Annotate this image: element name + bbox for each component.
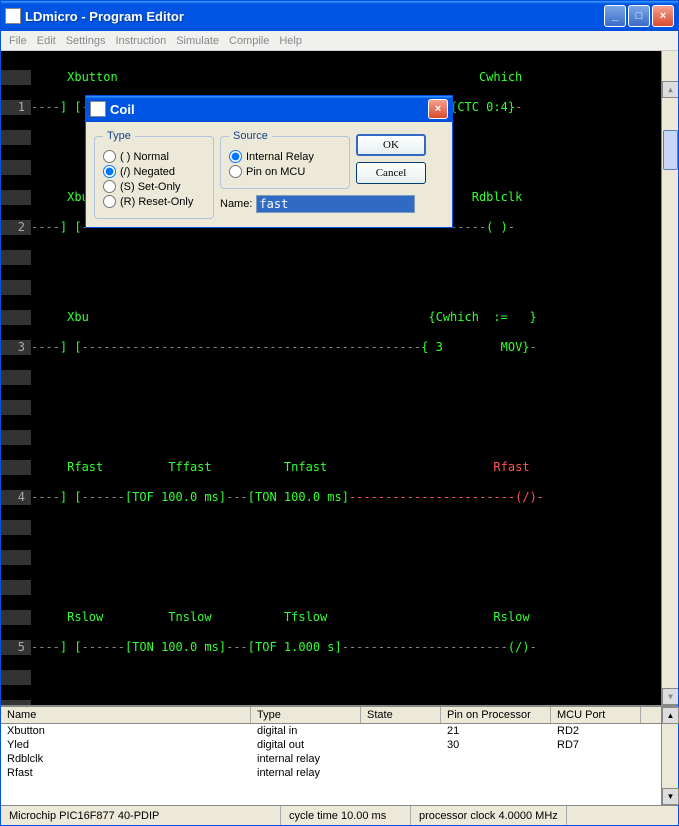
scroll-thumb[interactable] (663, 130, 678, 170)
col-name[interactable]: Name (1, 707, 251, 723)
coil-dialog: Coil × Type ( ) Normal (/) Negated (S) S… (85, 95, 453, 228)
grid-scrollbar[interactable]: ▲ ▼ (661, 707, 678, 805)
statusbar: Microchip PIC16F877 40-PDIP cycle time 1… (1, 805, 678, 825)
menu-edit[interactable]: Edit (37, 35, 56, 47)
label-ctc: {CTC 0:4} (450, 100, 515, 114)
cancel-button[interactable]: Cancel (356, 162, 426, 184)
menu-help[interactable]: Help (279, 35, 302, 47)
menu-simulate[interactable]: Simulate (176, 35, 219, 47)
editor-scrollbar[interactable]: ▲ ▼ (661, 51, 678, 705)
lbl: Tnslow (168, 610, 211, 624)
scroll-up-button[interactable]: ▲ (662, 81, 678, 98)
label: Xbutton (67, 70, 118, 84)
radio-resetonly[interactable]: (R) Reset-Only (103, 195, 205, 208)
table-row[interactable]: Rfast internal relay (1, 766, 661, 780)
radio-setonly[interactable]: (S) Set-Only (103, 180, 205, 193)
lbl: Rdblclk (472, 190, 523, 204)
lbl: {Cwhich := } (428, 310, 536, 324)
lbl: [TOF 100.0 ms] (125, 490, 226, 504)
io-grid-area: Name Type State Pin on Processor MCU Por… (1, 705, 678, 805)
lbl: Tffast (168, 460, 211, 474)
col-type[interactable]: Type (251, 707, 361, 723)
label: Cwhich (479, 70, 522, 84)
type-fieldset: Type ( ) Normal (/) Negated (S) Set-Only… (94, 130, 214, 219)
lbl: Rfast (493, 460, 529, 474)
dialog-close-button[interactable]: × (428, 99, 448, 119)
lbl: Xbu (67, 310, 89, 324)
table-row[interactable]: Yled digital out 30 RD7 (1, 738, 661, 752)
menu-file[interactable]: File (9, 35, 27, 47)
lbl: { 3 MOV} (421, 340, 529, 354)
menu-compile[interactable]: Compile (229, 35, 269, 47)
grid-scroll-down[interactable]: ▼ (662, 788, 679, 805)
titlebar: LDmicro - Program Editor _ □ × (1, 1, 678, 31)
radio-pin-on-mcu[interactable]: Pin on MCU (229, 165, 341, 178)
status-clock: processor clock 4.0000 MHz (411, 806, 567, 825)
dialog-titlebar: Coil × (86, 96, 452, 122)
lbl: Rslow (67, 610, 103, 624)
app-icon (5, 8, 21, 24)
ok-button[interactable]: OK (356, 134, 426, 156)
scroll-down-button[interactable]: ▼ (662, 688, 678, 705)
table-row[interactable]: Rdblclk internal relay (1, 752, 661, 766)
menubar: File Edit Settings Instruction Simulate … (1, 31, 678, 51)
lbl: Tnfast (284, 460, 327, 474)
name-label: Name: (220, 198, 252, 210)
status-mcu: Microchip PIC16F877 40-PDIP (1, 806, 281, 825)
col-port[interactable]: MCU Port (551, 707, 641, 723)
menu-settings[interactable]: Settings (66, 35, 106, 47)
close-button[interactable]: × (652, 5, 674, 27)
col-pin[interactable]: Pin on Processor (441, 707, 551, 723)
minimize-button[interactable]: _ (604, 5, 626, 27)
status-cycle: cycle time 10.00 ms (281, 806, 411, 825)
menu-instruction[interactable]: Instruction (115, 35, 166, 47)
maximize-button[interactable]: □ (628, 5, 650, 27)
table-row[interactable]: Xbutton digital in 21 RD2 (1, 724, 661, 738)
radio-internal-relay[interactable]: Internal Relay (229, 150, 341, 163)
io-grid[interactable]: Name Type State Pin on Processor MCU Por… (1, 707, 661, 805)
lbl: Tfslow (284, 610, 327, 624)
dialog-title: Coil (110, 102, 428, 117)
col-state[interactable]: State (361, 707, 441, 723)
grid-scroll-up[interactable]: ▲ (662, 707, 679, 724)
source-fieldset: Source Internal Relay Pin on MCU (220, 130, 350, 189)
radio-normal[interactable]: ( ) Normal (103, 150, 205, 163)
source-legend: Source (229, 130, 272, 142)
grid-header: Name Type State Pin on Processor MCU Por… (1, 707, 661, 724)
lbl: [TOF 1.000 s] (248, 640, 342, 654)
lbl: Rfast (67, 460, 103, 474)
lbl: [TON 100.0 ms] (248, 490, 349, 504)
dialog-icon (90, 101, 106, 117)
radio-negated[interactable]: (/) Negated (103, 165, 205, 178)
window-title: LDmicro - Program Editor (25, 9, 604, 24)
lbl: [TON 100.0 ms] (125, 640, 226, 654)
lbl: Rslow (493, 610, 529, 624)
type-legend: Type (103, 130, 135, 142)
